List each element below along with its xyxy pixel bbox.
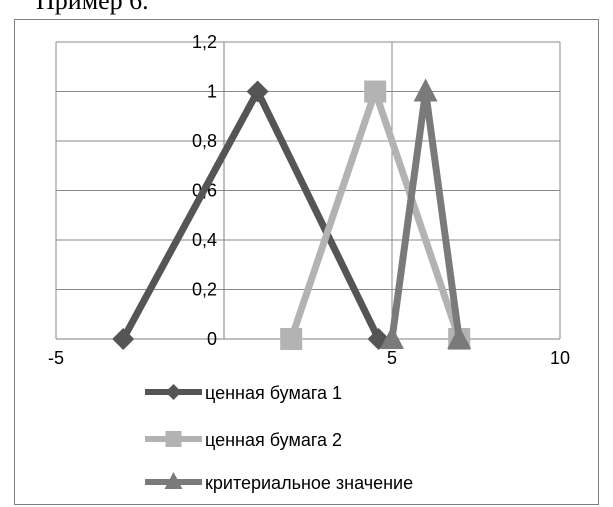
x-tick-label: 10 xyxy=(550,348,570,368)
legend-label: ценная бумага 2 xyxy=(205,430,342,450)
x-tick-label: 5 xyxy=(387,348,397,368)
data-point-series-1 xyxy=(112,328,135,350)
legend-marker-3 xyxy=(164,472,183,489)
x-tick-label: -5 xyxy=(48,348,64,368)
data-point-series-3 xyxy=(413,78,438,102)
data-point-series-3 xyxy=(380,326,404,349)
legend-marker-1 xyxy=(165,384,182,400)
y-tick-label: 0,2 xyxy=(192,280,217,300)
y-tick-label: 0 xyxy=(207,329,217,349)
y-tick-label: 0,4 xyxy=(192,230,217,250)
y-tick-label: 1,2 xyxy=(192,32,217,52)
series-line-1 xyxy=(120,83,382,341)
data-point-series-2 xyxy=(280,328,303,350)
y-tick-label: 1 xyxy=(207,82,217,102)
data-point-series-3 xyxy=(447,326,472,349)
chart-area: 0 0,2 0,4 0,6 0,8 1 1,2 -5 5 10 ценная бумага 1 цен… xyxy=(14,19,599,505)
data-point-series-2 xyxy=(364,80,387,103)
data-point-series-1 xyxy=(246,80,269,103)
legend-label: ценная бумага 1 xyxy=(205,383,342,403)
legend-label: критериальное значение xyxy=(205,473,413,493)
page-heading: Пример 6. xyxy=(36,0,149,15)
legend-marker-2 xyxy=(165,431,182,447)
y-tick-label: 0,8 xyxy=(192,131,217,151)
